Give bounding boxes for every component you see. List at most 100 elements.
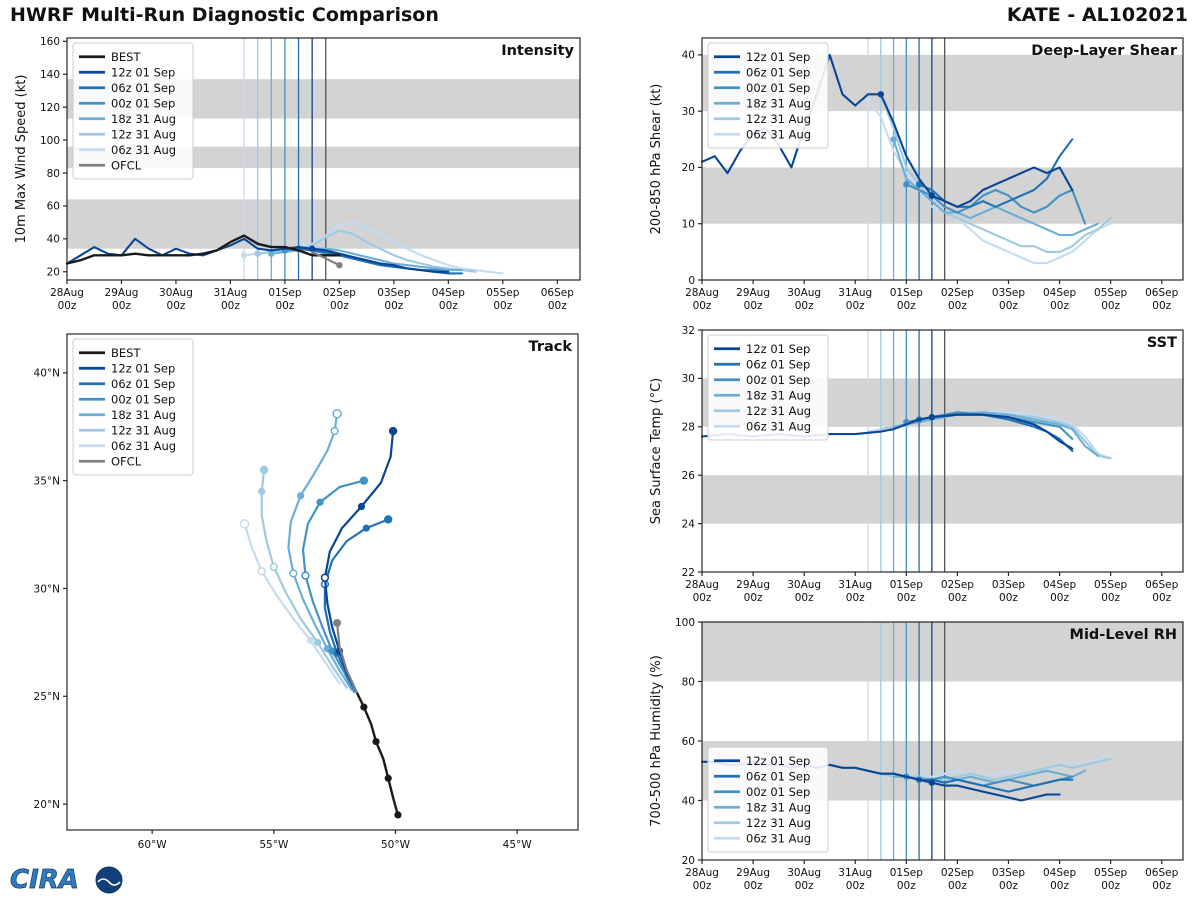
svg-text:30: 30 <box>682 106 695 118</box>
svg-text:06z 01 Sep: 06z 01 Sep <box>746 769 810 783</box>
svg-text:100: 100 <box>675 617 695 629</box>
svg-text:01Sep: 01Sep <box>890 287 923 299</box>
svg-text:00z: 00z <box>846 300 865 312</box>
svg-text:10: 10 <box>682 219 695 231</box>
storm-title: KATE - AL102021 <box>1006 4 1188 26</box>
page-title: HWRF Multi-Run Diagnostic Comparison <box>10 4 439 26</box>
svg-text:00z: 00z <box>1050 880 1069 892</box>
svg-text:10m Max Wind Speed (kt): 10m Max Wind Speed (kt) <box>14 75 29 244</box>
intensity-panel: 20 40 60 80 100 120 140 160 28Aug 00z 29Aug 00z 30Au… <box>10 30 590 318</box>
svg-text:50°W: 50°W <box>381 839 411 851</box>
svg-text:55°W: 55°W <box>259 839 289 851</box>
svg-text:04Sep: 04Sep <box>1043 579 1076 591</box>
p-sst-svg: 22242628303228Aug00z29Aug00z30Aug00z31Au… <box>649 325 1184 604</box>
svg-text:18z 31 Aug: 18z 31 Aug <box>746 388 811 402</box>
p-shear-svg: 01020304028Aug00z29Aug00z30Aug00z31Aug00… <box>649 37 1184 312</box>
svg-text:00z: 00z <box>846 592 865 604</box>
cira-logo: CIRA <box>6 860 136 900</box>
cira-logo-svg: CIRA <box>10 865 123 895</box>
svg-text:28Aug: 28Aug <box>685 579 719 591</box>
svg-text:00z: 00z <box>693 300 712 312</box>
svg-text:00z: 00z <box>493 300 512 312</box>
svg-text:06z 31 Aug: 06z 31 Aug <box>111 143 176 157</box>
svg-text:02Sep: 02Sep <box>941 287 974 299</box>
svg-text:60: 60 <box>682 736 695 748</box>
svg-text:18z 31 Aug: 18z 31 Aug <box>746 96 811 110</box>
svg-text:00z: 00z <box>221 300 240 312</box>
svg-text:24: 24 <box>682 518 696 530</box>
svg-text:29Aug: 29Aug <box>736 579 770 591</box>
svg-text:00z: 00z <box>948 592 967 604</box>
p-track-svg: 20°N 25°N 30°N 35°N 40°N 60°W 55°W 50°W 45°W BEST… <box>34 333 579 851</box>
svg-text:06Sep: 06Sep <box>1145 867 1178 879</box>
svg-text:00z 01 Sep: 00z 01 Sep <box>746 81 810 95</box>
svg-text:OFCL: OFCL <box>111 454 142 468</box>
svg-text:12z 31 Aug: 12z 31 Aug <box>746 112 811 126</box>
shear-panel: 0 10 20 30 40 28Aug 00z 29Aug 00z 30Aug 00z 31Aug 00… <box>645 30 1193 318</box>
svg-text:12z 01 Sep: 12z 01 Sep <box>111 361 175 375</box>
svg-text:04Sep: 04Sep <box>432 287 465 299</box>
svg-text:00z: 00z <box>693 592 712 604</box>
sst-panel: 22 24 26 28 30 32 28Aug 00z 29Aug 00z 30Aug 00z 31Au… <box>645 322 1193 610</box>
svg-text:00z: 00z <box>897 300 916 312</box>
svg-text:60°W: 60°W <box>138 839 168 851</box>
svg-text:31Aug: 31Aug <box>838 579 872 591</box>
svg-text:Track: Track <box>529 339 573 355</box>
svg-text:06z 01 Sep: 06z 01 Sep <box>746 357 810 371</box>
svg-text:05Sep: 05Sep <box>1094 287 1127 299</box>
svg-text:BEST: BEST <box>111 346 141 360</box>
svg-text:12z 01 Sep: 12z 01 Sep <box>746 342 810 356</box>
cira-logo-wave <box>97 878 121 886</box>
svg-text:22: 22 <box>682 567 695 579</box>
svg-text:12z 31 Aug: 12z 31 Aug <box>746 404 811 418</box>
svg-text:60: 60 <box>47 201 60 213</box>
svg-text:30Aug: 30Aug <box>159 287 193 299</box>
cira-logo-text: CIRA <box>10 865 79 895</box>
svg-text:00z: 00z <box>58 300 77 312</box>
svg-text:31Aug: 31Aug <box>213 287 247 299</box>
svg-text:00z: 00z <box>330 300 349 312</box>
svg-text:00z: 00z <box>1152 300 1171 312</box>
svg-text:00z: 00z <box>1101 880 1120 892</box>
svg-text:06Sep: 06Sep <box>1145 287 1178 299</box>
svg-text:18z 31 Aug: 18z 31 Aug <box>746 800 811 814</box>
svg-text:00z: 00z <box>1152 592 1171 604</box>
svg-text:00z: 00z <box>744 592 763 604</box>
svg-text:40°N: 40°N <box>34 368 60 380</box>
cira-logo-emblem <box>95 866 123 894</box>
svg-text:00z: 00z <box>948 880 967 892</box>
svg-text:18z 31 Aug: 18z 31 Aug <box>111 112 176 126</box>
svg-text:12z 31 Aug: 12z 31 Aug <box>111 423 176 437</box>
svg-text:00z: 00z <box>384 300 403 312</box>
svg-text:05Sep: 05Sep <box>486 287 519 299</box>
svg-text:29Aug: 29Aug <box>105 287 139 299</box>
svg-text:700-500 hPa Humidity (%): 700-500 hPa Humidity (%) <box>649 655 664 827</box>
svg-text:06z 01 Sep: 06z 01 Sep <box>111 81 175 95</box>
svg-text:30°N: 30°N <box>34 583 60 595</box>
svg-text:Intensity: Intensity <box>501 43 574 59</box>
svg-text:00z: 00z <box>1050 300 1069 312</box>
svg-text:00z: 00z <box>846 880 865 892</box>
svg-text:32: 32 <box>682 325 695 337</box>
svg-text:40: 40 <box>682 795 695 807</box>
svg-text:0: 0 <box>688 275 695 287</box>
svg-text:Deep-Layer Shear: Deep-Layer Shear <box>1031 43 1178 59</box>
svg-text:02Sep: 02Sep <box>941 867 974 879</box>
svg-text:00z: 00z <box>897 592 916 604</box>
svg-text:35°N: 35°N <box>34 475 60 487</box>
svg-text:00z: 00z <box>744 880 763 892</box>
svg-text:03Sep: 03Sep <box>992 287 1025 299</box>
svg-text:18z 31 Aug: 18z 31 Aug <box>111 408 176 422</box>
svg-text:00z: 00z <box>167 300 186 312</box>
svg-text:45°W: 45°W <box>503 839 533 851</box>
svg-text:80: 80 <box>47 168 60 180</box>
svg-text:00z: 00z <box>999 592 1018 604</box>
svg-text:100: 100 <box>40 135 60 147</box>
svg-text:05Sep: 05Sep <box>1094 867 1127 879</box>
svg-text:06Sep: 06Sep <box>1145 579 1178 591</box>
svg-text:30Aug: 30Aug <box>787 579 821 591</box>
svg-text:00z 01 Sep: 00z 01 Sep <box>111 96 175 110</box>
svg-text:40: 40 <box>682 50 695 62</box>
svg-text:30Aug: 30Aug <box>787 287 821 299</box>
svg-text:Sea Surface Temp (°C): Sea Surface Temp (°C) <box>649 378 664 525</box>
